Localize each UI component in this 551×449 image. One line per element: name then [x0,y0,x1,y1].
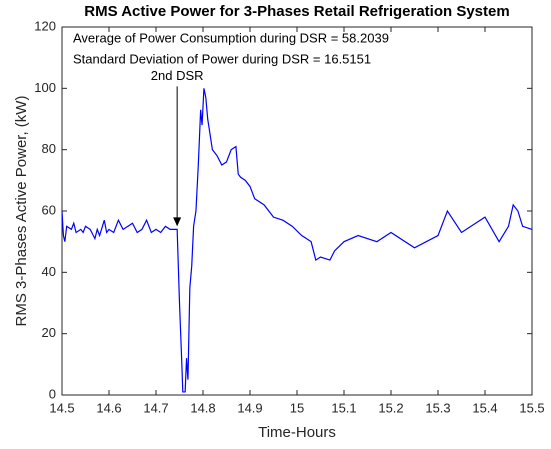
arrow-head [173,217,182,227]
x-tick-label: 14.9 [237,400,262,415]
x-tick-label: 14.7 [143,400,168,415]
line-series [61,88,533,393]
x-tick-label: 14.8 [190,400,215,415]
y-tick-label: 100 [34,80,56,95]
x-axis-label: Time-Hours [258,424,336,441]
annotation: Standard Deviation of Power during DSR =… [73,51,371,66]
y-tick-label: 60 [42,202,56,217]
x-tick-label: 15.2 [378,400,403,415]
x-tick-label: 15.1 [331,400,356,415]
x-tick-label: 15 [290,400,304,415]
annotation: 2nd DSR [151,68,204,83]
y-tick-label: 120 [34,18,56,33]
chart-title: RMS Active Power for 3-Phases Retail Ref… [84,3,509,20]
x-tick-label: 15.4 [472,400,497,415]
y-tick-label: 20 [42,325,56,340]
plot-frame [61,26,533,396]
y-tick-label: 0 [49,386,56,401]
x-tick-label: 14.5 [49,400,74,415]
y-tick-label: 80 [42,141,56,156]
y-axis-label: RMS 3-Phases Active Power, (kW) [13,96,30,327]
x-tick-label: 15.3 [425,400,450,415]
x-tick-label: 15.5 [519,400,544,415]
annotation: Average of Power Consumption during DSR … [73,30,389,45]
y-tick-label: 40 [42,264,56,279]
x-tick-label: 14.6 [96,400,121,415]
